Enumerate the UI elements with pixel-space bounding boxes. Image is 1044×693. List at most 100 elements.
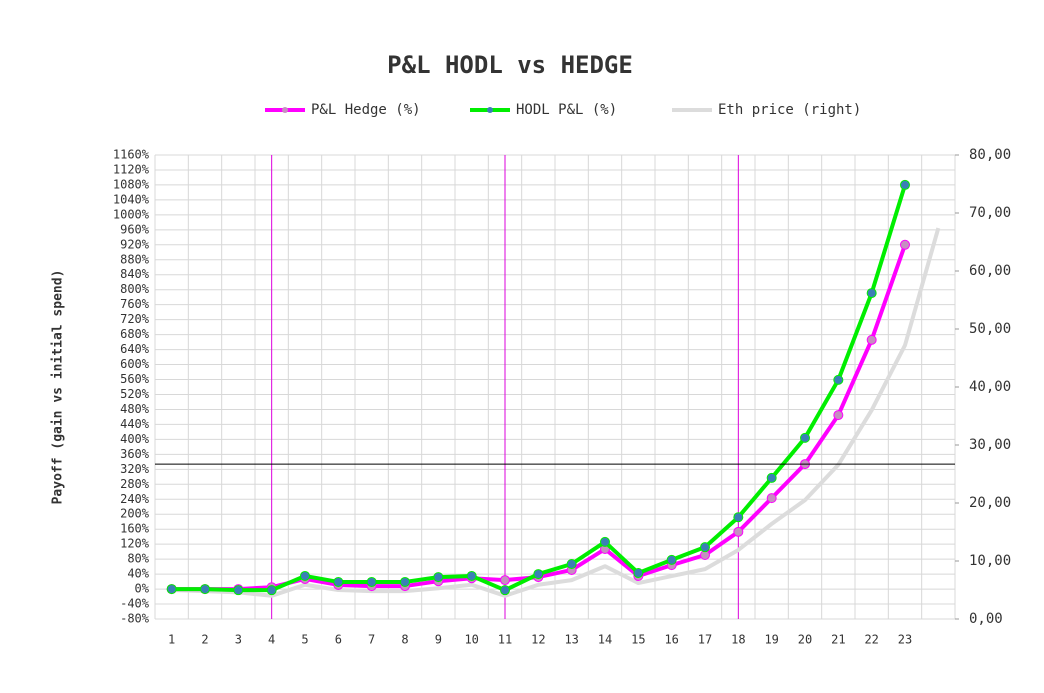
y-tick-label: 160% [120,522,150,536]
series-marker [533,569,544,580]
series-marker [200,584,210,595]
y-tick-label: 240% [120,492,150,506]
series-marker [733,512,744,523]
y2-tick-label: 80,00 [969,147,1011,163]
x-tick-label: 7 [368,633,375,647]
series-marker [166,584,177,595]
y2-tick-label: 70,00 [969,205,1011,221]
y-tick-label: 280% [120,477,150,491]
y2-tick-label: 30,00 [969,437,1011,453]
series-marker [300,570,310,581]
y-tick-label: 80% [127,552,149,566]
series-marker [833,410,844,421]
x-tick-label: 23 [898,633,912,647]
legend-marker [487,107,493,113]
y-tick-label: 800% [120,282,150,296]
legend-label: P&L Hedge (%) [311,102,421,118]
series-marker [766,493,777,504]
series-marker [900,179,910,190]
y-tick-label: 520% [120,387,150,401]
y-tick-label: 1120% [113,162,150,176]
y-tick-label: 120% [120,537,150,551]
y-tick-label: 440% [120,417,150,431]
series-line [171,244,907,592]
y2-tick-label: 60,00 [969,263,1011,279]
y-tick-label: 1080% [113,177,150,191]
y-tick-label: 480% [120,402,150,416]
chart-title: P&L HODL vs HEDGE [387,51,633,79]
x-tick-label: 19 [764,633,778,647]
x-tick-label: 20 [798,633,812,647]
x-tick-label: 11 [498,633,512,647]
x-tick-label: 1 [168,633,175,647]
x-tick-label: 14 [598,633,612,647]
y-tick-label: 920% [120,237,150,251]
y2-tick-label: 20,00 [969,495,1011,511]
y2-tick-label: 0,00 [969,611,1003,627]
x-tick-label: 4 [268,633,275,647]
y-tick-label: 960% [120,222,150,236]
series-marker [266,585,277,596]
x-tick-label: 16 [664,633,678,647]
legend-label: Eth price (right) [718,102,861,118]
x-tick-label: 15 [631,633,645,647]
series-marker [500,585,510,596]
series-line [171,227,941,598]
x-tick-label: 2 [201,633,208,647]
series-marker [900,239,910,250]
x-tick-label: 21 [831,633,845,647]
y-tick-label: 760% [120,297,150,311]
y-axis-label: Payoff (gain vs initial spend) [51,270,66,505]
x-tick-label: 18 [731,633,745,647]
y-tick-label: -80% [120,612,150,626]
series-marker [366,576,377,587]
y-tick-label: 360% [120,447,150,461]
series-marker [433,572,444,583]
y2-tick-label: 50,00 [969,321,1011,337]
y-tick-label: 0% [135,582,150,596]
series-marker [333,576,344,587]
x-tick-label: 13 [564,633,578,647]
x-tick-label: 17 [698,633,712,647]
y-tick-label: 840% [120,267,150,281]
y-tick-label: 40% [127,567,149,581]
legend-label: HODL P&L (%) [516,102,617,118]
series-marker [633,567,644,578]
y-tick-label: 200% [120,507,150,521]
series-marker [766,472,777,483]
y-tick-label: -40% [120,597,150,611]
series-marker [800,432,810,443]
series-marker [400,576,410,587]
x-tick-label: 5 [301,633,308,647]
y2-tick-label: 40,00 [969,379,1011,395]
y-tick-label: 680% [120,327,150,341]
x-tick-label: 8 [401,633,408,647]
y-tick-label: 1160% [113,148,150,162]
series-marker [500,575,510,586]
series-marker [566,558,577,569]
series-marker [866,334,877,345]
y-tick-label: 640% [120,342,150,356]
series-marker [233,585,244,596]
y-tick-label: 720% [120,312,150,326]
x-tick-label: 6 [335,633,342,647]
x-tick-label: 10 [464,633,478,647]
x-tick-label: 12 [531,633,545,647]
y2-tick-label: 10,00 [969,553,1011,569]
x-tick-label: 22 [864,633,878,647]
x-tick-label: 9 [435,633,442,647]
y-tick-label: 600% [120,357,150,371]
y-tick-label: 400% [120,432,150,446]
legend-marker [282,107,288,113]
series-marker [600,536,610,547]
x-tick-label: 3 [235,633,242,647]
y-tick-label: 1040% [113,192,150,206]
y-tick-label: 320% [120,462,150,476]
series-marker [866,288,877,299]
y-tick-label: 1000% [113,207,150,221]
y-tick-label: 560% [120,372,150,386]
series-marker [666,554,677,565]
series-marker [833,374,844,385]
series-marker [733,526,744,537]
